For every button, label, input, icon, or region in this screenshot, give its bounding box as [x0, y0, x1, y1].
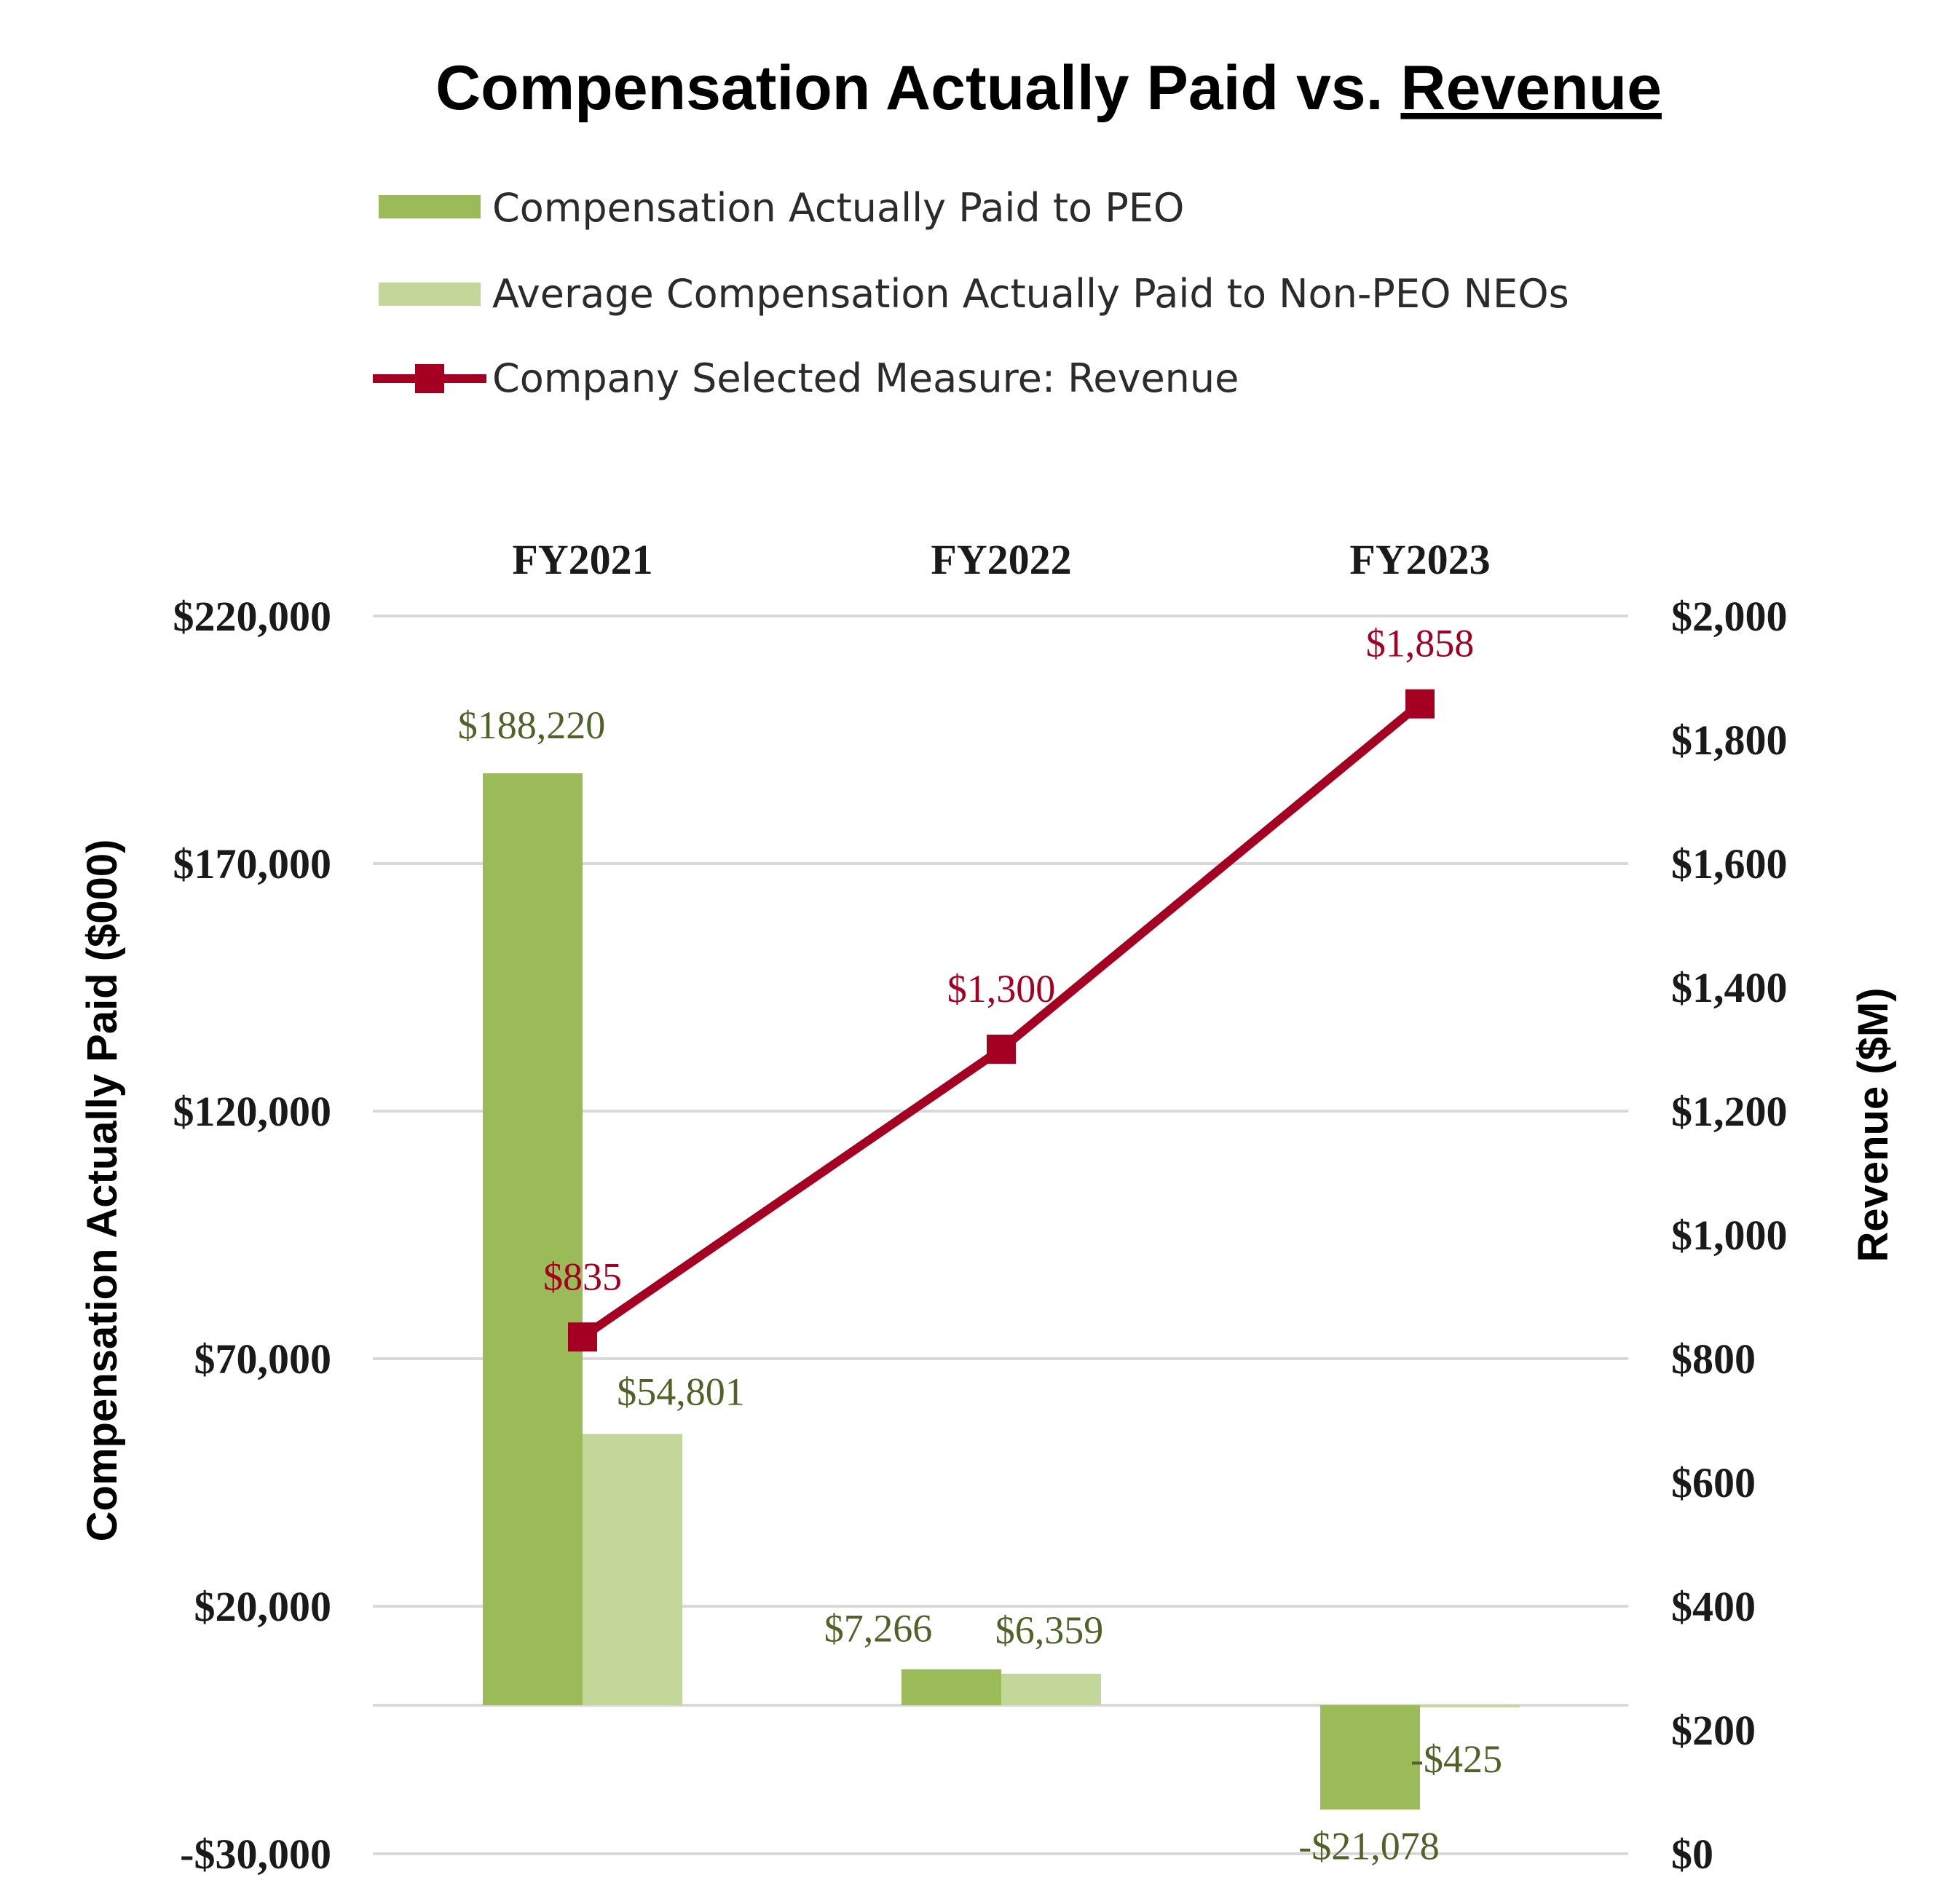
category-labels: FY2021 FY2022 FY2023 [512, 536, 1490, 583]
bar-non-peo [1420, 1705, 1520, 1707]
left-tick-label: $120,000 [173, 1088, 332, 1135]
revenue-marker [1405, 689, 1435, 719]
bar-peo [483, 773, 583, 1705]
revenue-line-series [568, 689, 1435, 1352]
data-label-peo: $7,266 [824, 1607, 933, 1651]
chart-title-underlined: Revenue [1400, 53, 1662, 123]
data-label-peo: -$21,078 [1298, 1824, 1439, 1868]
revenue-marker [568, 1322, 597, 1352]
chart-title: Compensation Actually Paid vs. Revenue [435, 53, 1662, 123]
right-tick-label: $1,800 [1671, 716, 1788, 764]
legend-label-peo: Compensation Actually Paid to PEO [492, 185, 1184, 231]
right-tick-label: $1,000 [1671, 1212, 1788, 1259]
revenue-marker [987, 1035, 1016, 1064]
category-label: FY2023 [1349, 536, 1490, 583]
left-axis-title: Compensation Actually Paid ($000) [79, 840, 126, 1542]
right-axis-title: Revenue ($M) [1850, 987, 1897, 1262]
legend-label-non-peo: Average Compensation Actually Paid to No… [492, 271, 1569, 317]
bar-peo [1320, 1705, 1420, 1810]
left-tick-label: -$30,000 [180, 1830, 331, 1878]
data-label-non-peo: -$425 [1411, 1737, 1502, 1781]
right-axis-ticks: $0 $200 $400 $600 $800 $1,000 $1,200 $1,400 $1,6… [1671, 593, 1788, 1878]
chart-title-prefix: Compensation Actually Paid vs. [435, 53, 1400, 123]
left-tick-label: $70,000 [194, 1335, 332, 1383]
data-label-revenue: $1,300 [947, 967, 1056, 1011]
right-tick-label: $600 [1671, 1459, 1756, 1506]
data-label-non-peo: $54,801 [617, 1370, 745, 1413]
right-tick-label: $1,200 [1671, 1088, 1788, 1135]
right-tick-label: $2,000 [1671, 593, 1788, 640]
legend-swatch-non-peo [379, 283, 481, 306]
bar-peo [902, 1669, 1001, 1705]
left-tick-label: $20,000 [194, 1583, 332, 1630]
bar-non-peo [1001, 1673, 1101, 1705]
right-tick-label: $400 [1671, 1583, 1756, 1630]
category-label: FY2021 [512, 536, 652, 583]
revenue-line [580, 700, 1423, 1341]
legend: Compensation Actually Paid to PEO Averag… [373, 185, 1569, 401]
right-tick-label: $1,400 [1671, 964, 1788, 1011]
category-label: FY2022 [931, 536, 1071, 583]
legend-marker-revenue [415, 364, 444, 393]
data-label-revenue: $1,858 [1366, 622, 1475, 665]
legend-swatch-peo [379, 195, 481, 218]
right-tick-label: $0 [1671, 1830, 1713, 1878]
right-tick-label: $800 [1671, 1335, 1756, 1383]
data-label-revenue: $835 [543, 1255, 622, 1298]
left-axis-ticks: -$30,000 $20,000 $70,000 $120,000 $170,000 $2… [173, 593, 332, 1878]
bars [483, 773, 1520, 1810]
right-tick-label: $200 [1671, 1707, 1756, 1754]
bar-non-peo [583, 1434, 682, 1705]
left-tick-label: $170,000 [173, 840, 332, 888]
data-label-non-peo: $6,359 [995, 1608, 1104, 1652]
legend-label-revenue: Company Selected Measure: Revenue [492, 355, 1239, 401]
left-tick-label: $220,000 [173, 593, 332, 640]
right-tick-label: $1,600 [1671, 840, 1788, 888]
data-label-peo: $188,220 [458, 703, 606, 747]
data-labels: $188,220 $7,266 -$21,078 $54,801 $6,359 -$425… [458, 622, 1502, 1868]
